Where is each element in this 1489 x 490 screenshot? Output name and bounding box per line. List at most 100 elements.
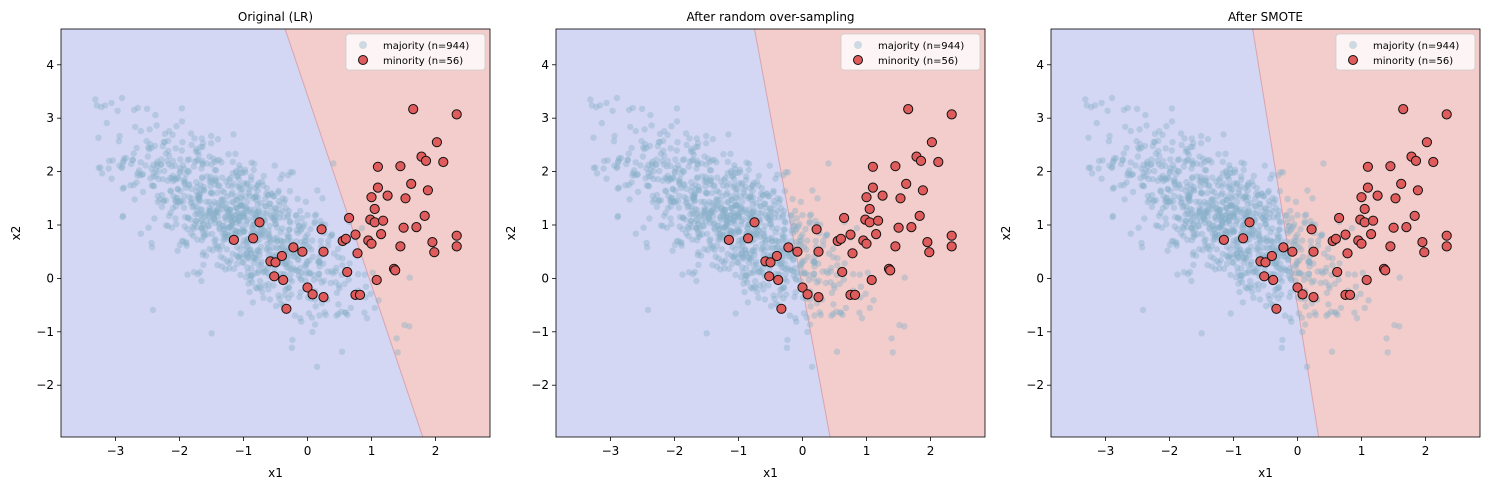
majority-point — [739, 254, 747, 261]
minority-point — [1362, 182, 1373, 193]
majority-point — [772, 237, 779, 244]
majority-point — [672, 199, 679, 206]
majority-point — [736, 251, 743, 258]
majority-point — [316, 259, 323, 266]
minority-point — [835, 233, 846, 244]
majority-point — [739, 198, 746, 206]
majority-point — [1193, 173, 1201, 180]
majority-point — [266, 296, 274, 303]
majority-point — [590, 134, 597, 141]
majority-point — [270, 192, 277, 200]
majority-point — [643, 144, 650, 151]
majority-point — [676, 223, 683, 230]
majority-point — [298, 318, 305, 325]
majority-point — [668, 220, 675, 228]
majority-point — [810, 275, 817, 282]
majority-point — [698, 160, 705, 167]
majority-point — [1185, 194, 1192, 201]
majority-point — [1183, 145, 1190, 153]
majority-point — [306, 243, 313, 251]
majority-point — [762, 239, 769, 246]
majority-point — [1261, 216, 1268, 224]
majority-point — [363, 315, 371, 322]
majority-point — [1233, 250, 1241, 258]
majority-point — [739, 243, 746, 250]
majority-point — [1147, 161, 1155, 169]
majority-point — [679, 167, 687, 175]
majority-point — [320, 260, 327, 267]
majority-point — [1136, 126, 1143, 133]
majority-point — [751, 230, 759, 238]
majority-point — [181, 192, 188, 200]
majority-point — [333, 289, 341, 297]
majority-point — [1209, 206, 1216, 213]
majority-point — [316, 263, 323, 270]
majority-point — [706, 181, 714, 188]
majority-point — [235, 209, 242, 217]
majority-point — [738, 181, 745, 188]
majority-point — [309, 237, 316, 244]
majority-point — [1198, 140, 1205, 147]
majority-point — [305, 270, 313, 277]
majority-point — [169, 172, 176, 179]
majority-point — [207, 173, 214, 180]
majority-point — [201, 187, 208, 194]
majority-point — [221, 222, 228, 229]
majority-point — [1231, 166, 1239, 173]
legend-majority-marker — [1349, 41, 1357, 49]
majority-point — [268, 190, 275, 198]
majority-point — [771, 295, 778, 303]
majority-point — [1109, 163, 1116, 170]
majority-point — [1184, 192, 1191, 199]
majority-point — [233, 260, 241, 267]
minority-point — [1308, 292, 1319, 303]
majority-point — [1214, 231, 1222, 238]
majority-point — [702, 207, 709, 214]
majority-point — [648, 172, 655, 180]
majority-point — [765, 193, 772, 200]
majority-point — [781, 218, 788, 225]
majority-point — [745, 195, 752, 202]
majority-point — [234, 172, 242, 180]
majority-point — [593, 103, 600, 111]
majority-point — [1149, 143, 1156, 150]
majority-point — [1248, 230, 1255, 237]
majority-point — [254, 187, 261, 194]
majority-point — [780, 226, 788, 233]
majority-point — [227, 210, 234, 217]
majority-point — [1222, 227, 1229, 234]
majority-point — [754, 288, 761, 296]
majority-point — [285, 295, 292, 302]
majority-point — [1275, 226, 1283, 233]
majority-point — [1267, 237, 1274, 244]
majority-point — [1275, 207, 1283, 215]
minority-point — [269, 271, 280, 282]
majority-point — [232, 204, 239, 212]
majority-point — [661, 128, 668, 135]
majority-point — [685, 225, 692, 232]
majority-point — [260, 227, 267, 234]
majority-point — [1220, 265, 1228, 272]
majority-point — [238, 201, 245, 208]
majority-point — [286, 233, 293, 240]
majority-point — [717, 266, 724, 273]
majority-point — [1220, 131, 1227, 138]
majority-point — [632, 159, 639, 166]
majority-point — [700, 208, 707, 216]
majority-point — [160, 198, 167, 205]
majority-point — [1272, 196, 1279, 203]
majority-point — [190, 269, 198, 276]
majority-point — [692, 197, 699, 204]
majority-point — [1293, 260, 1301, 267]
majority-point — [1240, 195, 1247, 202]
majority-point — [696, 213, 703, 220]
majority-point — [298, 215, 305, 222]
majority-point — [718, 200, 725, 207]
majority-point — [767, 220, 775, 228]
majority-point — [743, 249, 750, 257]
majority-point — [780, 284, 787, 291]
majority-point — [723, 217, 730, 225]
decision-regions — [1051, 29, 1480, 437]
majority-point — [645, 173, 653, 180]
majority-point — [790, 223, 797, 230]
